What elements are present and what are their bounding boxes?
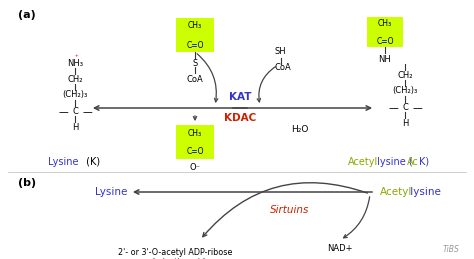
Text: (a): (a) [18,10,36,20]
Text: H: H [402,119,408,127]
Text: H₂O: H₂O [292,126,309,134]
Text: NH₃: NH₃ [67,59,83,68]
Text: NAD+: NAD+ [327,244,353,253]
Text: C: C [72,107,78,117]
Text: S: S [192,59,198,68]
Text: H: H [72,123,78,132]
Text: SH: SH [275,47,287,56]
Text: KAT: KAT [229,92,251,102]
Text: —: — [388,103,398,113]
Text: —: — [58,107,68,117]
Text: CoA: CoA [187,75,203,83]
Text: CH₃: CH₃ [378,18,392,27]
Text: Lysine: Lysine [95,187,128,197]
Text: Acetyl: Acetyl [348,157,378,167]
Text: (K): (K) [83,157,100,167]
Text: CH₂: CH₂ [397,70,413,80]
Text: C: C [402,104,408,112]
Text: lysine (: lysine ( [374,157,413,167]
Text: C=O: C=O [376,38,394,47]
Text: (CH₂)₃: (CH₂)₃ [392,87,418,96]
Text: CoA: CoA [275,63,292,73]
Text: KDAC: KDAC [224,113,256,123]
Text: Sirtuins: Sirtuins [270,205,310,215]
Text: TiBS: TiBS [443,245,460,254]
Text: lysine: lysine [407,187,441,197]
Text: C=O: C=O [186,147,204,156]
Text: (CH₂)₃: (CH₂)₃ [63,90,88,99]
Text: —: — [82,107,92,117]
Text: ⁺: ⁺ [75,55,79,61]
Text: NH: NH [379,54,392,63]
Text: C=O: C=O [186,40,204,49]
FancyBboxPatch shape [367,17,403,47]
Text: 2'- or 3'-O-acetyl ADP-ribose
and nicotinamide: 2'- or 3'-O-acetyl ADP-ribose and nicoti… [118,248,232,259]
FancyBboxPatch shape [176,18,214,52]
Text: CH₃: CH₃ [188,128,202,138]
Text: CH₃: CH₃ [188,21,202,31]
Text: —: — [412,103,422,113]
Text: (b): (b) [18,178,36,188]
Text: Acetyl: Acetyl [380,187,412,197]
Text: O⁻: O⁻ [190,162,201,171]
Text: Ac: Ac [407,157,419,167]
Text: K): K) [419,157,429,167]
Text: Lysine: Lysine [48,157,79,167]
Text: CH₂: CH₂ [67,75,83,83]
FancyBboxPatch shape [176,125,214,159]
